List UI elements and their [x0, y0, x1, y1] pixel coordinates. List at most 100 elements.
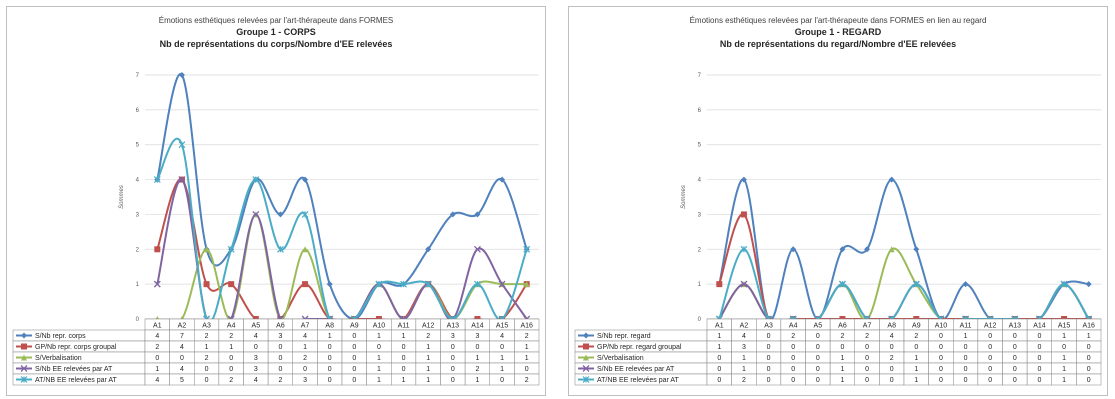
table-value: 2 [155, 344, 159, 351]
table-value: 0 [377, 344, 381, 351]
table-value: 0 [500, 344, 504, 351]
data-point [277, 245, 284, 253]
table-value: 0 [229, 366, 233, 373]
y-tick-label: 5 [698, 143, 702, 149]
category-label: A2 [740, 323, 749, 330]
table-value: 0 [352, 355, 356, 362]
data-point [302, 246, 309, 253]
data-point [912, 280, 920, 288]
table-value: 0 [816, 377, 820, 384]
series-5 [715, 245, 1093, 326]
data-point [375, 280, 383, 288]
table-value: 3 [451, 333, 455, 340]
table-value: 1 [840, 377, 844, 384]
category-label: A14 [471, 323, 484, 330]
table-value: 0 [767, 344, 771, 351]
table-value: 1 [1062, 366, 1066, 373]
table-value: 7 [180, 333, 184, 340]
table-value: 1 [328, 333, 332, 340]
table-value: 1 [1062, 355, 1066, 362]
table-value: 4 [155, 333, 159, 340]
table-value: 1 [742, 366, 746, 373]
legend-entry: S/Nb repr. regard [597, 333, 651, 340]
data-table: A1 A2 A3 A4 A5 A6 A7 A8 A9 A10 A11 A12 A13 A14 A15 A16 S… [574, 318, 1102, 386]
table-value: 3 [303, 377, 307, 384]
legend-marker [583, 332, 589, 339]
data-point [252, 210, 260, 218]
table-value: 3 [742, 344, 746, 351]
y-axis-label: Sommes [681, 185, 687, 209]
table-value: 0 [205, 366, 209, 373]
category-label: A1 [153, 323, 162, 330]
legend-marker [583, 343, 589, 350]
category-label: A9 [350, 323, 359, 330]
table-value: 0 [1037, 333, 1041, 340]
legend-entry: AT/NB EE relevées par AT [597, 377, 680, 384]
table-value: 2 [914, 333, 918, 340]
table-value: 3 [278, 333, 282, 340]
legend-entry: GP/Nb repr. corps groupal [35, 344, 117, 351]
data-point [302, 281, 309, 288]
table-value: 4 [303, 333, 307, 340]
data-point [790, 246, 797, 253]
series-1 [154, 72, 530, 322]
table-value: 0 [352, 366, 356, 373]
table-value: 0 [1037, 344, 1041, 351]
data-point [326, 281, 333, 288]
table-value: 1 [717, 333, 721, 340]
data-point [740, 211, 747, 218]
table-value: 0 [1087, 344, 1091, 351]
table-cell [514, 373, 540, 386]
table-value: 4 [742, 333, 746, 340]
data-point [203, 246, 210, 253]
table-value: 0 [180, 355, 184, 362]
series-line [156, 137, 528, 330]
category-label: A6 [276, 323, 285, 330]
data-point [425, 246, 432, 253]
table-value: 0 [229, 355, 233, 362]
data-point [178, 141, 186, 149]
table-value: 2 [426, 333, 430, 340]
y-tick-label: 2 [698, 247, 702, 253]
data-point [474, 280, 481, 288]
chart-panel-regard: Émotions esthétiques relevées par l'art-… [568, 6, 1108, 396]
data-point [498, 280, 506, 288]
table-value: 1 [377, 355, 381, 362]
data-point [153, 280, 161, 288]
table-value: 0 [254, 344, 258, 351]
table-value: 3 [254, 355, 258, 362]
table-value: 0 [1087, 377, 1091, 384]
y-tick-label: 2 [136, 247, 140, 253]
table-value: 0 [1013, 366, 1017, 373]
table-value: 1 [426, 377, 430, 384]
table-value: 0 [352, 333, 356, 340]
chart-title: Émotions esthétiques relevées par l'art-… [159, 16, 394, 25]
table-value: 0 [840, 344, 844, 351]
table-value: 1 [377, 333, 381, 340]
table-value: 0 [791, 355, 795, 362]
legend-marker [20, 376, 28, 383]
table-value: 1 [914, 355, 918, 362]
data-point [888, 246, 895, 253]
category-label: A12 [984, 323, 997, 330]
table-value: 1 [303, 344, 307, 351]
table-value: 2 [278, 377, 282, 384]
table-value: 0 [890, 366, 894, 373]
table-value: 0 [451, 355, 455, 362]
table-value: 0 [1013, 333, 1017, 340]
data-point [302, 176, 309, 183]
y-tick-label: 0 [698, 317, 702, 323]
table-value: 0 [278, 355, 282, 362]
legend-entry: S/Verbalisation [597, 355, 644, 362]
chart-subtitle-2: Nb de représentations du corps/Nombre d'… [160, 39, 393, 49]
table-value: 0 [1013, 344, 1017, 351]
table-value: 0 [1013, 355, 1017, 362]
data-point [864, 246, 871, 253]
table-value: 0 [278, 366, 282, 373]
table-value: 0 [1087, 366, 1091, 373]
table-value: 1 [742, 355, 746, 362]
series-line [718, 283, 1090, 325]
legend-entry: AT/NB EE relevées par AT [35, 377, 118, 384]
data-point [1085, 281, 1092, 288]
category-label: A16 [1082, 323, 1095, 330]
